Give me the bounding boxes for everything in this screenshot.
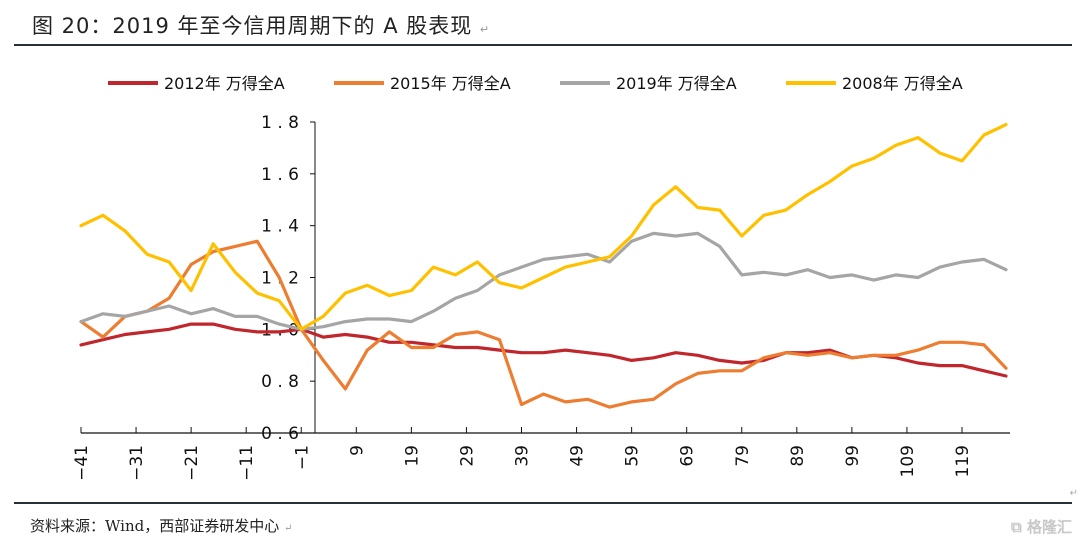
x-tick-label: 39 <box>513 445 533 467</box>
x-tick-label: 109 <box>898 445 918 477</box>
y-tick-label: 1 . 8 <box>261 113 299 133</box>
watermark: ⧉ 格隆汇 <box>1011 516 1072 537</box>
source-text: 资料来源：Wind，西部证券研发中心 <box>30 517 280 535</box>
legend-item: 2019年 万得全A <box>560 74 737 93</box>
x-tick-label: 19 <box>402 445 422 467</box>
x-tick-label: 89 <box>788 445 808 467</box>
y-tick-label: 1 . 4 <box>261 217 299 237</box>
paragraph-mark: ↵ <box>1069 488 1078 499</box>
figure-title-text: 图 20：2019 年至今信用周期下的 A 股表现 <box>32 14 473 38</box>
series-line-1 <box>79 322 1008 378</box>
series-lines <box>79 122 1008 409</box>
legend-label: 2008年 万得全A <box>842 74 963 93</box>
watermark-logo-icon: ⧉ <box>1011 518 1027 536</box>
x-tick-label: 9 <box>347 445 367 456</box>
y-tick-label: 1 . 6 <box>261 165 299 185</box>
series-line-3 <box>79 231 1008 331</box>
x-tick-label: 119 <box>953 445 973 477</box>
paragraph-mark: ↵ <box>284 523 293 534</box>
x-tick-label: −21 <box>182 445 202 481</box>
bottom-rule <box>14 502 1072 504</box>
paragraph-mark: ↵ <box>479 23 491 36</box>
figure-title: 图 20：2019 年至今信用周期下的 A 股表现 ↵ <box>32 10 490 40</box>
x-tick-label: 59 <box>623 445 643 467</box>
x-tick-label: 79 <box>733 445 753 467</box>
x-tick-label: −1 <box>292 445 312 470</box>
source-note: 资料来源：Wind，西部证券研发中心 ↵ <box>30 515 292 536</box>
x-tick-label: −31 <box>127 445 147 481</box>
y-tick-label: 0 . 6 <box>261 424 299 444</box>
axes: 0 . 60 . 81 . 01 . 21 . 41 . 61 . 8−41 −3… <box>72 113 1010 481</box>
y-tick-label: 0 . 8 <box>261 372 299 392</box>
x-tick-label: 69 <box>678 445 698 467</box>
legend-label: 2019年 万得全A <box>616 74 737 93</box>
legend-item: 2015年 万得全A <box>334 74 511 93</box>
top-rule <box>14 44 1072 46</box>
x-tick-label: −11 <box>237 445 257 481</box>
legend-label: 2015年 万得全A <box>390 74 511 93</box>
x-tick-label: 99 <box>843 445 863 467</box>
legend-item: 2012年 万得全A <box>108 74 285 93</box>
legend-item: 2008年 万得全A <box>786 74 963 93</box>
x-tick-label: 29 <box>457 445 477 467</box>
x-tick-label: 49 <box>568 445 588 467</box>
x-tick-label: −41 <box>72 445 92 481</box>
legend-label: 2012年 万得全A <box>164 74 285 93</box>
legend: 2012年 万得全A 2015年 万得全A 2019年 万得全A 2008年 万得全A <box>108 74 963 93</box>
line-chart: 2012年 万得全A 2015年 万得全A 2019年 万得全A 2008年 万得全A… <box>72 74 1010 481</box>
series-line-4 <box>79 122 1008 331</box>
watermark-text: 格隆汇 <box>1026 518 1072 536</box>
